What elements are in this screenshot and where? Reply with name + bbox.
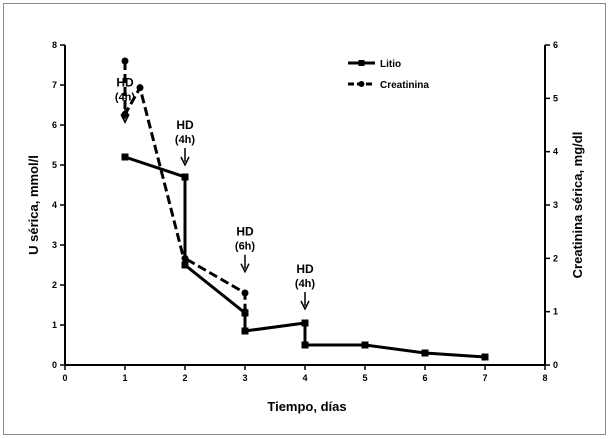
data-point-square [361, 341, 369, 349]
series-layer [121, 57, 489, 361]
data-point-circle [181, 260, 189, 268]
x-tick-label: 8 [542, 373, 547, 383]
annotation-duration-label: (4h) [295, 278, 316, 290]
legend-marker-square [358, 60, 365, 66]
legend: Litio Creatinina [348, 59, 429, 91]
annotation-hd-label: HD [176, 118, 194, 132]
x-tick-label: 5 [362, 373, 367, 383]
x-axis-label: Tiempo, días [267, 399, 346, 414]
annotation-arrow-head [180, 156, 190, 167]
x-tick-label: 3 [242, 373, 247, 383]
x-tick-label: 2 [182, 373, 187, 383]
x-tick-label: 1 [122, 373, 127, 383]
series-line-1 [124, 155, 486, 359]
annotation-arrow-head [240, 263, 250, 274]
data-point-square [481, 353, 489, 361]
left-y-tick-label: 0 [52, 360, 57, 370]
data-point-square [301, 319, 309, 327]
left-y-axis-label: U sérica, mmol/l [26, 155, 41, 255]
right-y-tick-label: 1 [553, 307, 558, 317]
annotation-hd-label: HD [296, 262, 314, 276]
figure-frame [3, 3, 606, 435]
annotation-hd-label: HD [236, 225, 254, 239]
data-point-circle [241, 308, 249, 316]
left-y-tick-label: 5 [52, 160, 57, 170]
annotation-arrow-head [120, 113, 130, 125]
x-tick-label: 6 [422, 373, 427, 383]
data-point-square [181, 173, 189, 181]
right-y-tick-label: 4 [553, 147, 558, 157]
left-y-tick-label: 8 [52, 40, 57, 50]
annotation-hd-label: HD [116, 75, 134, 89]
data-point-circle [181, 254, 189, 262]
right-y-tick-label: 5 [553, 93, 558, 103]
data-point-circle [241, 289, 249, 297]
annotation-duration-label: (4h) [115, 91, 136, 103]
data-point-circle [121, 57, 129, 65]
annotation-duration-label: (4h) [175, 134, 196, 146]
left-y-tick-label: 4 [52, 200, 57, 210]
data-point-circle [136, 84, 144, 92]
data-point-square [241, 327, 249, 335]
data-point-square [121, 153, 129, 161]
annotation-layer: HD (4h) HD (4h) HD (6h) HD (4h) [115, 75, 316, 311]
right-y-tick-label: 2 [553, 253, 558, 263]
data-point-square [301, 341, 309, 349]
right-y-axis-label: Creatinina sérica, mg/dl [570, 132, 585, 279]
right-y-tick-label: 0 [553, 360, 558, 370]
x-tick-label: 0 [62, 373, 67, 383]
annotation-arrow-head [300, 300, 310, 311]
data-point-square [421, 349, 429, 357]
legend-label: Creatinina [380, 80, 429, 91]
x-tick-label: 7 [482, 373, 487, 383]
annotation-duration-label: (6h) [235, 241, 256, 253]
x-tick-label: 4 [302, 373, 307, 383]
left-y-tick-label: 6 [52, 120, 57, 130]
right-y-tick-label: 6 [553, 40, 558, 50]
legend-marker-circle [358, 81, 365, 87]
right-y-tick-label: 3 [553, 200, 558, 210]
left-y-tick-label: 7 [52, 80, 57, 90]
left-y-tick-label: 1 [52, 320, 57, 330]
legend-label: Litio [380, 59, 401, 70]
left-y-tick-label: 3 [52, 240, 57, 250]
left-y-tick-label: 2 [52, 280, 57, 290]
